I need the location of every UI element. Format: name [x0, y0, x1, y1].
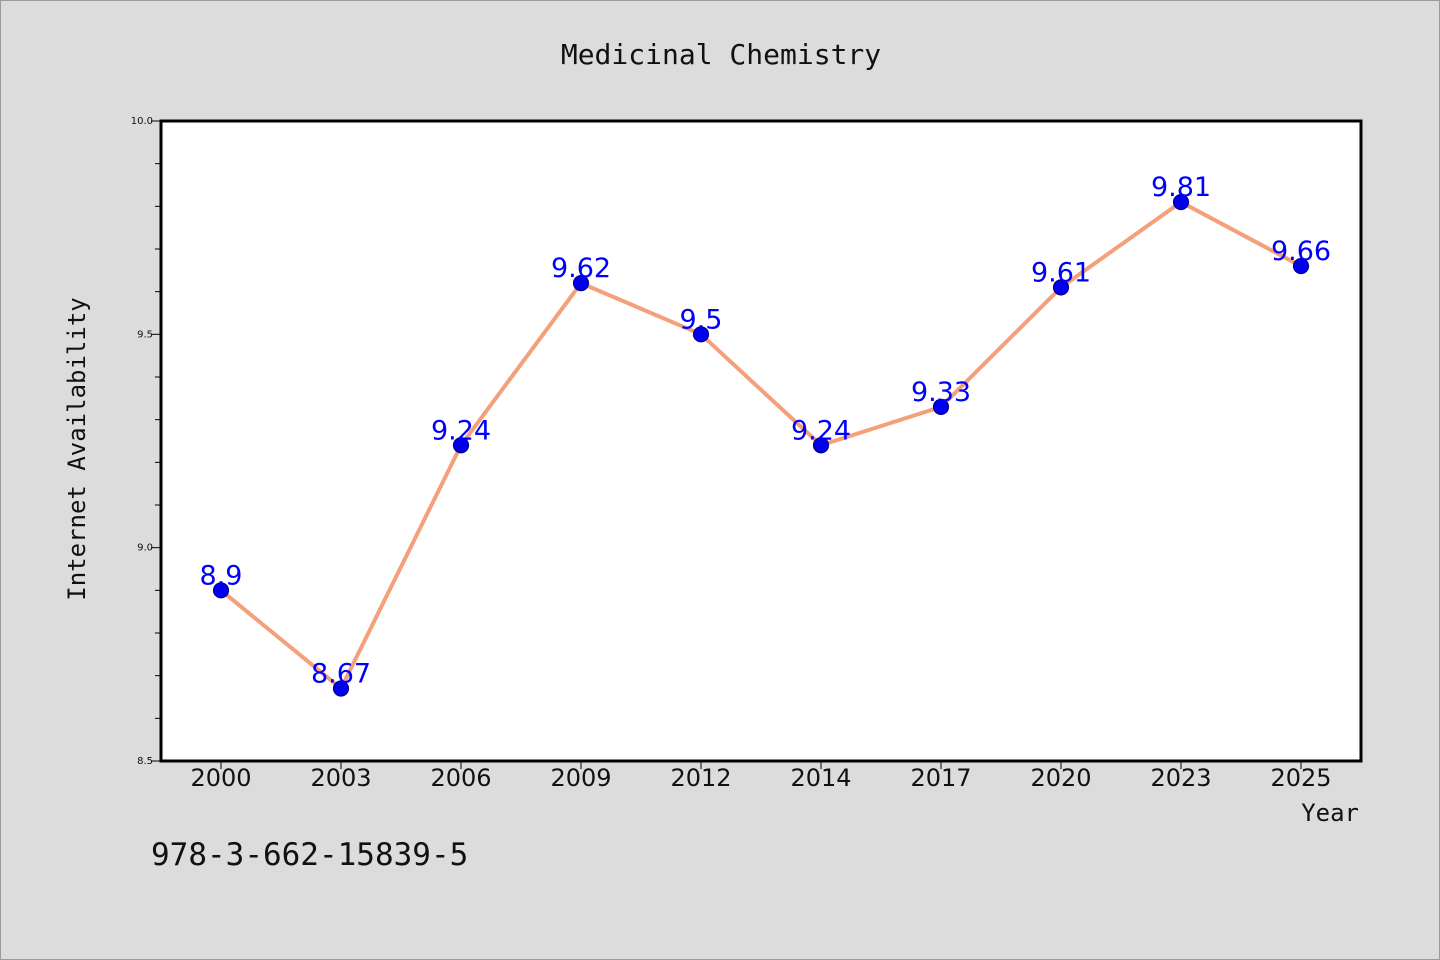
y-tick-label: 8.5	[137, 756, 153, 767]
data-point	[332, 680, 350, 697]
data-point	[572, 275, 590, 292]
data-label: 9.66	[1271, 236, 1331, 267]
data-label: 8.67	[311, 658, 371, 689]
y-tick-label: 9.5	[137, 329, 153, 340]
data-point	[1292, 257, 1310, 275]
data-label: 9.5	[680, 304, 723, 335]
x-tick-label: 2009	[550, 764, 611, 792]
data-label: 9.24	[791, 415, 851, 446]
plot-area	[161, 121, 1361, 761]
data-label: 9.61	[1031, 257, 1091, 288]
y-axis-ticks: 8.5 9.0 9.5 10.0	[131, 116, 161, 767]
x-axis-ticks: 2000 2003 2006 2009 2012 2014 2017 2020 2023 2025	[190, 761, 1332, 792]
x-tick-label: 2012	[670, 764, 731, 792]
data-label: 9.62	[551, 253, 611, 284]
y-tick-label: 10.0	[131, 116, 153, 127]
data-label: 8.9	[200, 560, 243, 591]
data-label: 9.81	[1151, 172, 1211, 203]
data-label: 9.33	[911, 377, 971, 408]
data-labels: 8.9 8.67 9.24 9.62 9.5 9.24 9.33 9.61 9.81 9.66	[200, 172, 1332, 689]
data-point	[692, 326, 710, 343]
x-axis-label: Year	[1301, 799, 1359, 827]
x-tick-label: 2017	[910, 764, 971, 792]
data-point	[452, 437, 470, 454]
data-point	[932, 398, 950, 415]
x-tick-label: 2014	[790, 764, 851, 792]
annotation-text: 978-3-662-15839-5	[151, 837, 468, 873]
x-tick-label: 2000	[190, 764, 251, 792]
x-tick-label: 2006	[430, 764, 491, 792]
x-tick-label: 2003	[310, 764, 371, 792]
plot-frame	[159, 119, 1363, 763]
y-axis-label: Internet Availability	[63, 297, 91, 600]
chart-title: Medicinal Chemistry	[561, 38, 881, 71]
data-label: 9.24	[431, 415, 491, 446]
x-tick-label: 2025	[1270, 764, 1331, 792]
x-tick-label: 2023	[1150, 764, 1211, 792]
series-line	[219, 200, 1303, 691]
data-point	[812, 437, 830, 454]
data-markers	[212, 193, 1310, 697]
data-point	[1052, 279, 1070, 296]
data-point	[212, 582, 230, 599]
x-tick-label: 2020	[1030, 764, 1091, 792]
data-point	[1172, 193, 1190, 211]
y-tick-label: 9.0	[137, 543, 153, 554]
